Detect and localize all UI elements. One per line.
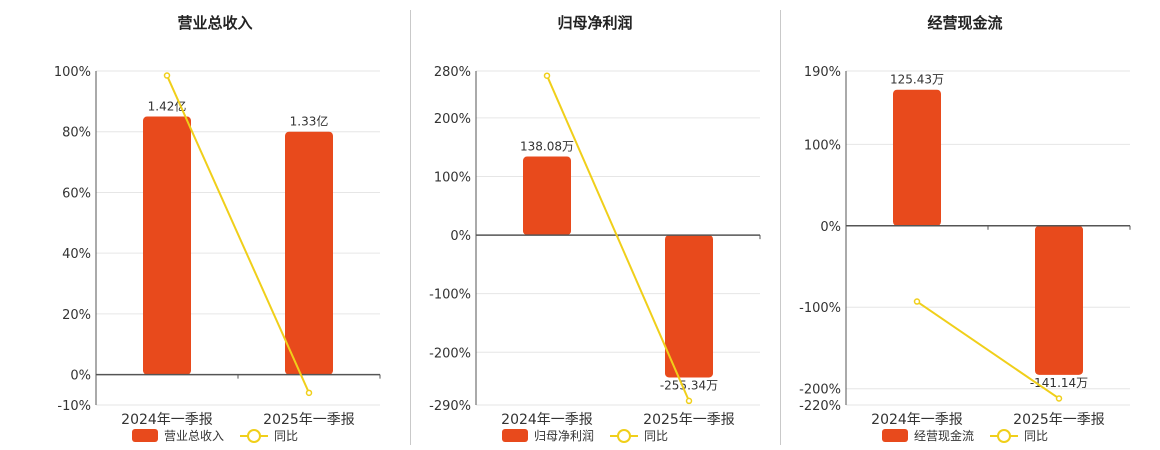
y-tick-label: 100% [434, 170, 471, 185]
bar [1035, 225, 1083, 375]
yoy-line [916, 300, 1060, 400]
y-tick-label: -100% [429, 288, 471, 303]
yoy-point [685, 397, 693, 405]
chart-title: 经营现金流 [927, 14, 1003, 32]
x-category-label: 2024年一季报 [871, 412, 963, 425]
line-legend-label: 同比 [1024, 429, 1049, 443]
bar-legend-label: 营业总收入 [164, 429, 225, 443]
bar-legend-swatch [132, 429, 158, 442]
yoy-line [166, 75, 310, 394]
chart-title: 营业总收入 [177, 14, 253, 32]
bar-legend-label: 经营现金流 [914, 429, 975, 443]
chart-panel-cash-flow: 经营现金流 190% 100% 0% -100% -200% -220% 125.43万 -1… [780, 0, 1150, 450]
chart-revenue: 100% 80% 60% 40% 20% 0% -10% 1.42亿 1.33亿 2024年一季报… [54, 65, 381, 425]
legend: 营业总收入 同比 [132, 427, 298, 444]
y-tick-label: -220% [799, 399, 841, 414]
line-legend-label: 同比 [644, 429, 669, 443]
y-tick-label: 60% [62, 186, 91, 201]
x-category-label: 2025年一季报 [1013, 412, 1105, 425]
bar [285, 131, 333, 375]
y-tick-label: 190% [804, 65, 841, 80]
chart-title: 归母净利润 [557, 14, 633, 32]
chart-panel-revenue: 营业总收入 100% 80% 60% 40% 20% 0% -10% 1.42亿 1.33亿 20… [30, 0, 400, 450]
y-tick-label: 280% [434, 65, 471, 80]
yoy-point [913, 298, 921, 305]
y-tick-label: -200% [799, 383, 841, 398]
y-tick-label: 0% [820, 220, 841, 235]
chart-cash-flow: 190% 100% 0% -100% -200%-220% 125.43万 -141.14万… [799, 65, 1131, 425]
y-tick-label: 0% [450, 229, 471, 244]
y-tick-label: -200% [429, 346, 471, 361]
legend: 经营现金流 同比 [882, 427, 1048, 444]
bar-value-label: 1.42亿 [148, 99, 187, 114]
y-tick-label: 80% [62, 126, 91, 141]
y-tick-label: 40% [62, 247, 91, 262]
bar-value-label: 125.43万 [890, 73, 944, 87]
bar-value-label: 1.33亿 [290, 114, 329, 129]
bar-legend-swatch [502, 429, 528, 442]
x-category-label: 2025年一季报 [643, 412, 735, 425]
legend: 归母净利润 同比 [502, 427, 668, 444]
y-tick-label: 0% [70, 369, 91, 384]
x-category-label: 2025年一季报 [263, 412, 355, 425]
x-category-label: 2024年一季报 [501, 412, 593, 425]
y-tick-label: -290% [429, 399, 471, 414]
chart-panel-net-profit: 归母净利润 280% 200% 100% 0% -100% -200% -290% 138.0… [410, 0, 780, 450]
line-legend-icon [990, 428, 1019, 443]
yoy-point [305, 389, 313, 397]
bar-legend-label: 归母净利润 [534, 429, 595, 443]
line-legend-icon [240, 428, 269, 443]
y-tick-label: -10% [57, 399, 91, 414]
bar [665, 235, 713, 378]
yoy-line [546, 75, 690, 402]
y-tick-label: 200% [434, 112, 471, 127]
y-tick-label: 100% [54, 65, 91, 80]
y-tick-label: 20% [62, 308, 91, 323]
yoy-point [1055, 395, 1063, 402]
x-category-label: 2024年一季报 [121, 412, 213, 425]
panel-divider [410, 10, 411, 445]
chart-net-profit: 280% 200% 100% 0% -100% -200% -290% 138.08万 -255… [429, 65, 761, 425]
y-tick-label: -100% [799, 301, 841, 316]
bar [143, 116, 191, 375]
yoy-point [543, 72, 551, 79]
panel-divider [780, 10, 781, 445]
bar-value-label: 138.08万 [520, 140, 574, 154]
bar [523, 156, 571, 236]
bar-legend-swatch [882, 429, 908, 442]
y-tick-label: 100% [804, 138, 841, 153]
line-legend-icon [610, 428, 639, 443]
bar [893, 89, 941, 226]
bar-value-label: -255.34万 [660, 378, 718, 392]
line-legend-label: 同比 [274, 429, 299, 443]
bar-value-label: -141.14万 [1030, 376, 1088, 390]
yoy-point [163, 72, 171, 79]
